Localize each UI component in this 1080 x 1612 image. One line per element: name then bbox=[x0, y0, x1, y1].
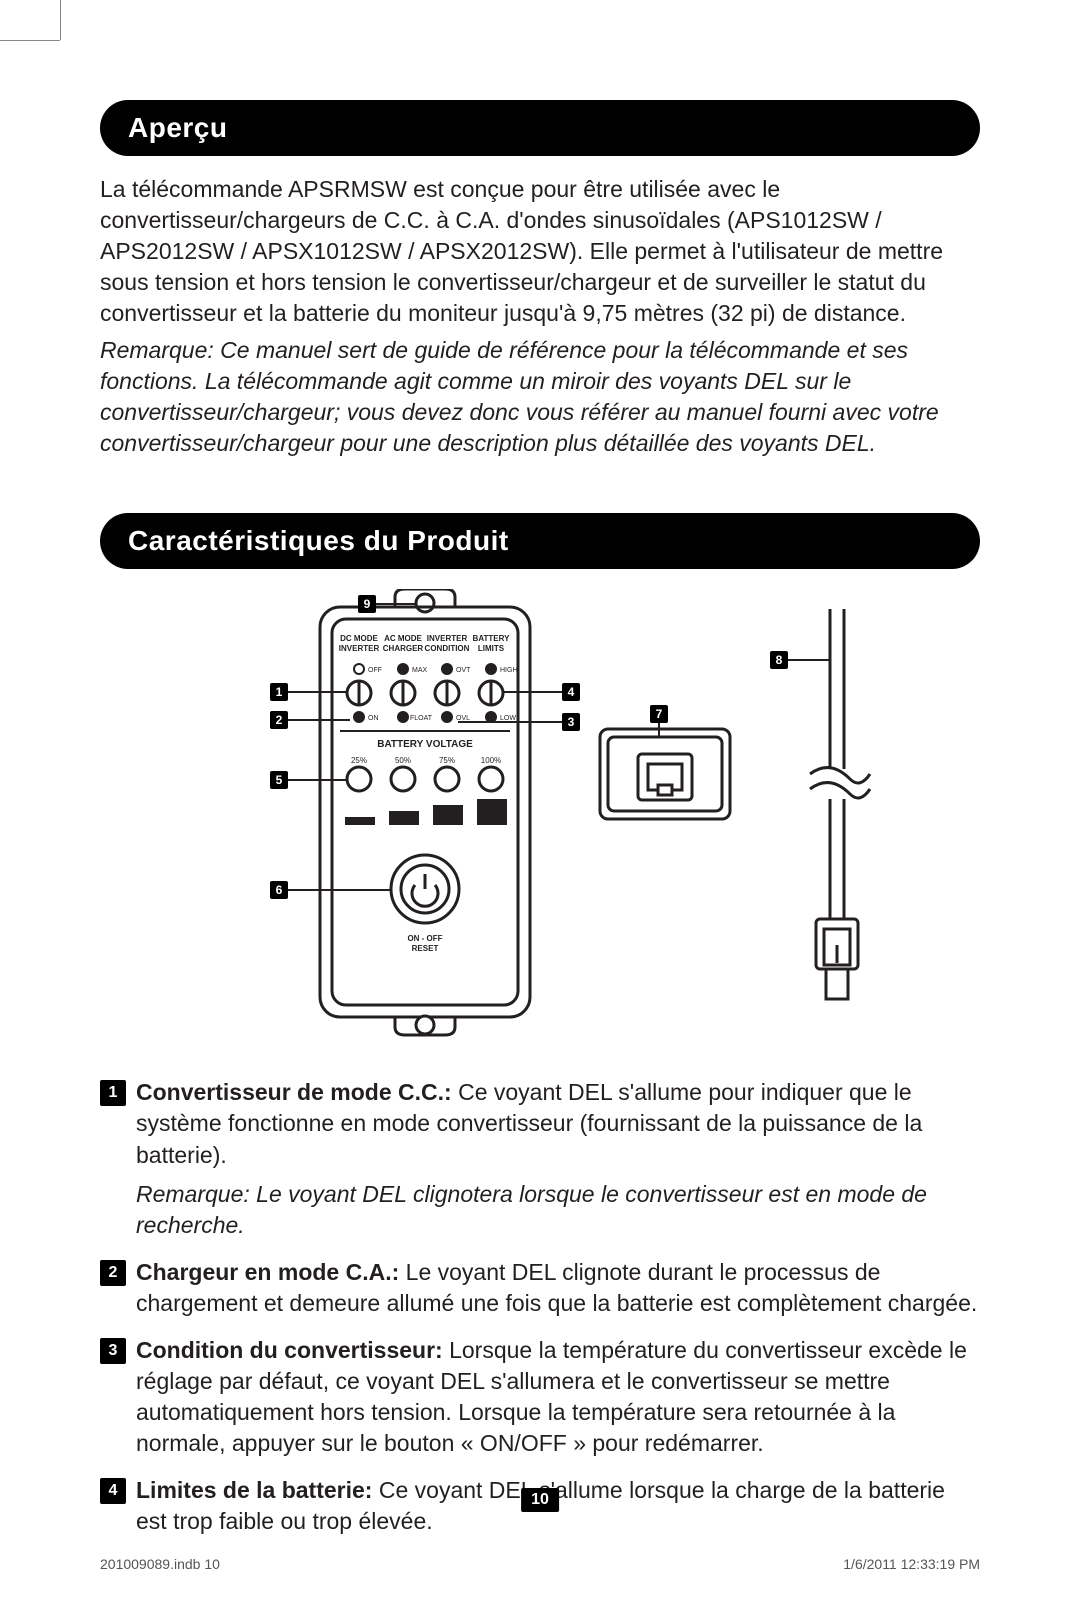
sub-charger: CHARGER bbox=[383, 644, 424, 653]
feature-number: 4 bbox=[100, 1478, 126, 1504]
overview-paragraph: La télécommande APSRMSW est conçue pour … bbox=[100, 174, 980, 329]
callout-3: 3 bbox=[568, 715, 575, 729]
sub-inverter: INVERTER bbox=[339, 644, 380, 653]
feature-item: 1 Convertisseur de mode C.C.: Ce voyant … bbox=[100, 1077, 980, 1240]
section-heading-overview: Aperçu bbox=[100, 100, 980, 156]
lbl-high: HIGH bbox=[500, 667, 518, 674]
callout-6: 6 bbox=[276, 883, 283, 897]
feature-list: 1 Convertisseur de mode C.C.: Ce voyant … bbox=[100, 1077, 980, 1537]
hdr-battery: BATTERY bbox=[473, 634, 511, 643]
sub-limits: LIMITS bbox=[478, 644, 505, 653]
section-heading-features: Caractéristiques du Produit bbox=[100, 513, 980, 569]
feature-note: Remarque: Le voyant DEL clignotera lorsq… bbox=[136, 1179, 980, 1241]
feature-number: 3 bbox=[100, 1338, 126, 1364]
lbl-low: LOW bbox=[500, 715, 516, 722]
lbl-off: OFF bbox=[368, 667, 382, 674]
pct-25: 25% bbox=[351, 756, 367, 765]
footer-right: 1/6/2011 12:33:19 PM bbox=[843, 1556, 980, 1572]
hdr-dcmode: DC MODE bbox=[340, 634, 378, 643]
callout-5: 5 bbox=[276, 773, 283, 787]
footer: 201009089.indb 10 1/6/2011 12:33:19 PM bbox=[100, 1556, 980, 1572]
diagram-svg: DC MODE AC MODE INVERTER BATTERY INVERTE… bbox=[190, 589, 890, 1049]
page-number: 10 bbox=[521, 1488, 559, 1512]
lbl-on: ON bbox=[368, 715, 379, 722]
sub-condition: CONDITION bbox=[425, 644, 470, 653]
callout-1: 1 bbox=[276, 685, 283, 699]
pct-100: 100% bbox=[481, 756, 501, 765]
lbl-max: MAX bbox=[412, 667, 428, 674]
pct-50: 50% bbox=[395, 756, 411, 765]
lbl-float: FLOAT bbox=[410, 715, 433, 722]
crop-mark bbox=[0, 40, 60, 41]
reset-label: RESET bbox=[412, 944, 439, 953]
hdr-acmode: AC MODE bbox=[384, 634, 422, 643]
feature-number: 1 bbox=[100, 1080, 126, 1106]
product-diagram: DC MODE AC MODE INVERTER BATTERY INVERTE… bbox=[100, 589, 980, 1049]
feature-title: Limites de la batterie: bbox=[136, 1477, 372, 1503]
callout-2: 2 bbox=[276, 713, 283, 727]
battery-voltage-label: BATTERY VOLTAGE bbox=[377, 739, 473, 750]
footer-left: 201009089.indb 10 bbox=[100, 1556, 220, 1572]
callout-8: 8 bbox=[776, 653, 783, 667]
crop-mark bbox=[60, 0, 61, 40]
feature-title: Condition du convertisseur: bbox=[136, 1337, 443, 1363]
feature-item: 3 Condition du convertisseur: Lorsque la… bbox=[100, 1335, 980, 1459]
callout-7: 7 bbox=[656, 707, 663, 721]
callout-9: 9 bbox=[364, 597, 371, 611]
feature-title: Chargeur en mode C.A.: bbox=[136, 1259, 399, 1285]
hdr-inverter: INVERTER bbox=[427, 634, 468, 643]
lbl-ovt: OVT bbox=[456, 667, 471, 674]
callout-4: 4 bbox=[568, 685, 575, 699]
feature-title: Convertisseur de mode C.C.: bbox=[136, 1079, 452, 1105]
overview-note: Remarque: Ce manuel sert de guide de réf… bbox=[100, 335, 980, 459]
feature-number: 2 bbox=[100, 1260, 126, 1286]
pct-75: 75% bbox=[439, 756, 455, 765]
onoff-label: ON - OFF bbox=[407, 934, 442, 943]
lbl-ovl: OVL bbox=[456, 715, 470, 722]
feature-item: 2 Chargeur en mode C.A.: Le voyant DEL c… bbox=[100, 1257, 980, 1319]
document-page: Aperçu La télécommande APSRMSW est conçu… bbox=[0, 0, 1080, 1612]
